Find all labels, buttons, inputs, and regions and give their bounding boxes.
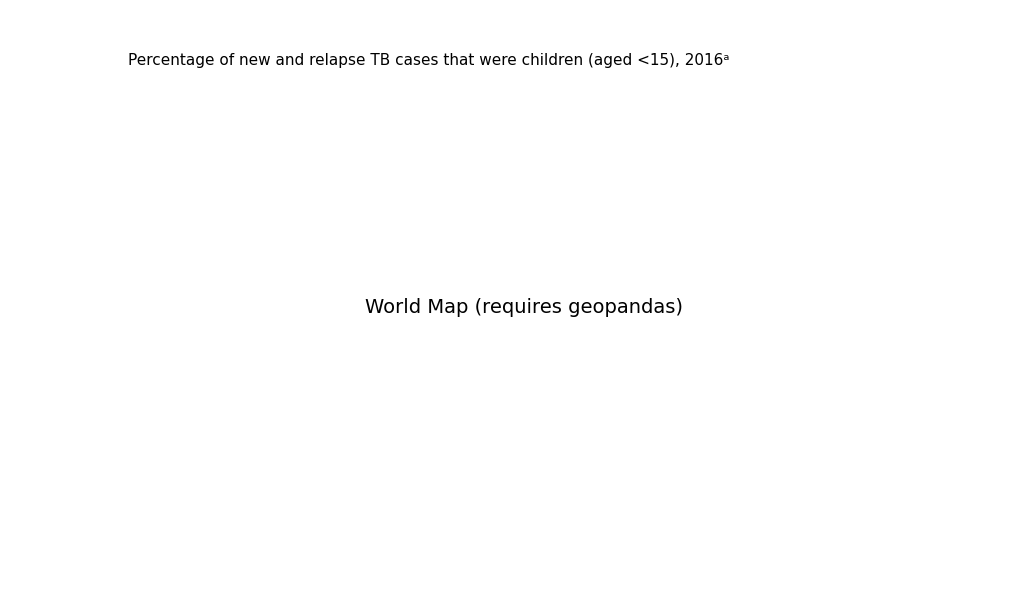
Text: World Map (requires geopandas): World Map (requires geopandas): [365, 297, 683, 317]
Text: Percentage of new and relapse TB cases that were children (aged <15), 2016ᵃ: Percentage of new and relapse TB cases t…: [128, 53, 729, 67]
